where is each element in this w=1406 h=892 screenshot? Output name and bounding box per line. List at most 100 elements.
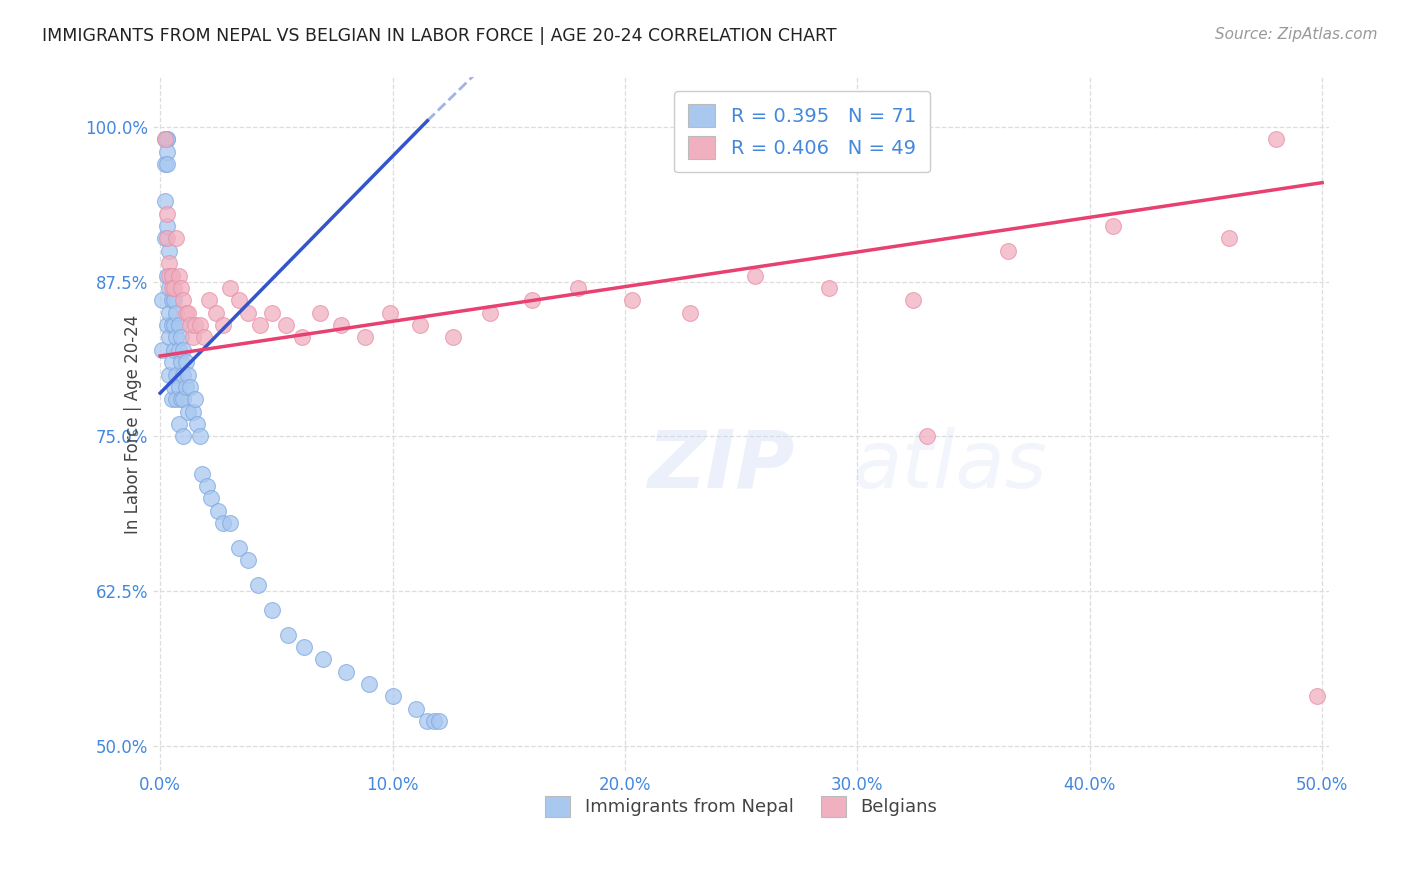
Point [997,244,1019,258]
Point [170,392,193,407]
Point [193,330,215,344]
Point [212,516,235,530]
Point [156,132,179,146]
Point [152,343,174,357]
Point [409,318,432,332]
Point [156,157,179,171]
Point [274,318,297,332]
Point [200,491,222,506]
Point [167,417,190,431]
Point [188,318,211,332]
Text: atlas: atlas [853,426,1047,505]
Point [174,306,197,320]
Point [156,318,179,332]
Point [228,541,250,555]
Point [177,405,200,419]
Point [156,219,179,233]
Point [915,429,938,443]
Point [381,690,404,704]
Point [165,330,187,344]
Point [153,231,176,245]
Point [159,281,181,295]
Point [159,244,181,258]
Point [165,392,187,407]
Point [172,293,194,308]
Point [188,429,211,443]
Point [177,306,200,320]
Point [156,145,179,159]
Point [159,256,181,270]
Point [170,330,193,344]
Point [260,603,283,617]
Point [152,293,174,308]
Point [167,268,190,283]
Point [163,318,186,332]
Point [312,652,335,666]
Point [195,479,218,493]
Point [901,293,924,308]
Point [291,330,314,344]
Point [172,368,194,382]
Point [246,578,269,592]
Point [620,293,643,308]
Point [238,553,260,567]
Point [186,417,208,431]
Point [172,429,194,443]
Point [153,132,176,146]
Point [159,368,181,382]
Point [170,281,193,295]
Point [249,318,271,332]
Point [159,306,181,320]
Point [156,268,179,283]
Point [165,231,187,245]
Point [179,380,201,394]
Point [353,330,375,344]
Point [159,330,181,344]
Point [1264,132,1286,146]
Point [191,467,214,481]
Point [160,392,183,407]
Point [218,516,240,530]
Point [156,206,179,220]
Point [359,677,381,691]
Point [179,318,201,332]
Point [212,318,235,332]
Point [181,330,204,344]
Point [153,194,176,209]
Point [159,268,181,283]
Point [427,714,450,728]
Point [744,268,766,283]
Point [163,380,186,394]
Point [165,306,187,320]
Point [292,640,315,654]
Point [330,318,353,332]
Point [228,293,250,308]
Point [153,132,176,146]
Legend: Immigrants from Nepal, Belgians: Immigrants from Nepal, Belgians [537,789,945,824]
Point [479,306,502,320]
Point [160,268,183,283]
Point [218,281,240,295]
Point [172,343,194,357]
Point [160,293,183,308]
Point [184,392,207,407]
Point [207,504,229,518]
Point [309,306,332,320]
Point [1218,231,1240,245]
Point [153,157,176,171]
Point [167,318,190,332]
Point [184,318,207,332]
Point [165,368,187,382]
Point [567,281,589,295]
Point [167,380,190,394]
Point [163,293,186,308]
Point [156,132,179,146]
Y-axis label: In Labor Force | Age 20-24: In Labor Force | Age 20-24 [124,315,142,533]
Point [335,665,357,679]
Point [160,268,183,283]
Point [1102,219,1125,233]
Point [160,281,183,295]
Point [174,355,197,369]
Point [156,231,179,245]
Point [198,293,221,308]
